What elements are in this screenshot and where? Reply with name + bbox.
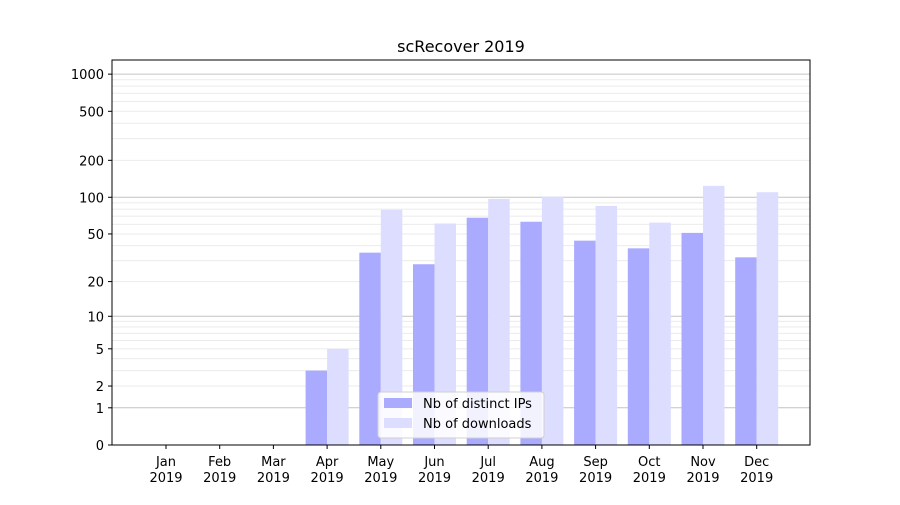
legend-swatch [384,398,412,408]
x-tick-label: Feb [208,455,231,470]
x-tick-label: 2019 [311,471,344,486]
x-tick-label: Mar [261,455,286,470]
bar-ips [359,252,381,445]
bar-ips [627,248,650,445]
bar-downloads [434,223,456,445]
bar-downloads [327,348,349,445]
bar-ips [305,370,328,445]
y-tick-label: 500 [79,105,104,120]
bar-ips [681,232,703,445]
x-tick-label: Jun [423,455,444,470]
y-tick-label: 100 [79,191,104,206]
x-tick-label: Jan [155,455,176,470]
x-tick-label: May [367,455,394,470]
legend-box [377,391,545,439]
legend: Nb of distinct IPs Nb of downloads [377,391,545,439]
bar-downloads [595,205,618,445]
x-tick-label: Nov [690,455,716,470]
bar-ips [574,240,596,445]
x-tick-label: 2019 [633,471,666,486]
plot-frame [111,59,811,446]
bar-downloads [756,192,779,445]
y-tick-label: 0 [96,439,104,454]
legend-label: Nb of downloads [423,417,532,432]
y-tick-label: 50 [87,228,104,243]
x-tick-label: 2019 [203,471,236,486]
x-tick-label: 2019 [364,471,397,486]
y-tick-label: 20 [87,276,104,291]
x-tick-label: Apr [316,455,339,470]
y-tick-label: 5 [96,343,104,358]
y-tick-label: 2 [96,380,104,395]
y-tick-label: 200 [79,154,104,169]
x-tick-label: 2019 [686,471,719,486]
bar-downloads [649,222,671,445]
y-tick-label: 1000 [71,68,104,83]
chart-title: scRecover 2019 [397,37,525,56]
legend-swatch [384,418,412,428]
bar-downloads [541,196,564,445]
x-tick-label: Dec [744,455,769,470]
y-tick-label: 10 [87,310,104,325]
x-tick-label: 2019 [740,471,773,486]
bar-ips [466,217,489,445]
bar-ips [520,221,542,445]
y-tick-label: 1 [96,402,104,417]
x-tick-label: 2019 [149,471,182,486]
x-tick-label: 2019 [472,471,505,486]
x-tick-label: 2019 [257,471,290,486]
x-tick-label: Jul [479,455,496,470]
x-tick-label: Aug [529,455,554,470]
bar-downloads [703,185,725,446]
x-tick-label: 2019 [579,471,612,486]
x-tick-label: Oct [638,455,660,470]
x-tick-label: 2019 [525,471,558,486]
legend-label: Nb of distinct IPs [423,397,532,412]
bar-downloads [488,198,510,445]
bar-downloads [380,209,403,445]
bar-ips [735,257,757,445]
x-tick-label: Sep [583,455,608,470]
x-tick-label: 2019 [418,471,451,486]
